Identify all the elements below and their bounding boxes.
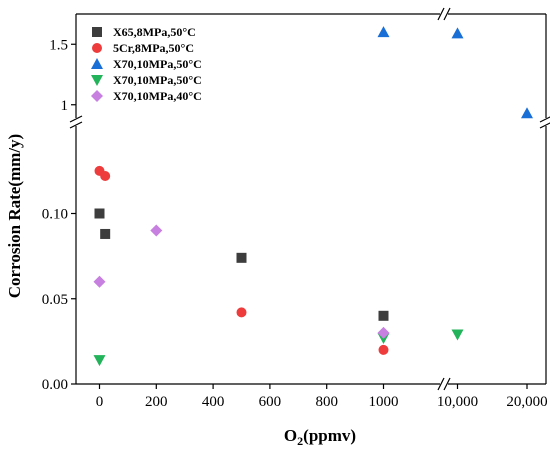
legend-item-2: X70,10MPa,50°C [91, 57, 202, 71]
data-point-s0-p0 [94, 208, 105, 219]
legend-marker-1 [92, 43, 102, 53]
x-tick-5-label: 1000 [369, 394, 399, 410]
data-point-s0-p3 [378, 310, 389, 321]
break-slash [437, 377, 445, 391]
y-break-left [69, 115, 83, 129]
x-break-top [437, 7, 451, 21]
y-tick-upper-1-label: 1.5 [49, 37, 68, 53]
break-slash [539, 116, 550, 123]
data-point-s3-p2 [451, 329, 464, 341]
data-point-s0-p2 [236, 252, 247, 263]
axis-ticks: 0.00 0.05 0.10 1 1.5 0 200 400 600 800 1000 10,000 2… [42, 37, 548, 410]
break-slash [69, 115, 83, 123]
x-tick-3-label: 600 [259, 394, 282, 410]
y-tick-lower-1-label: 0.05 [42, 292, 68, 308]
x-tick-cat-0-label: 10,000 [437, 394, 478, 410]
data-point-s2-p2 [521, 107, 533, 119]
x-tick-4-label: 800 [315, 394, 338, 410]
x-break-bottom [437, 377, 451, 391]
data-point-s2-p0 [377, 26, 390, 38]
y-axis-title: Corrosion Rate(mm/y) [5, 134, 24, 298]
legend: X65,8MPa,50°C 5Cr,8MPa,50°C X70,10MPa,50°C… [91, 25, 202, 103]
legend-marker-2 [91, 58, 103, 69]
legend-marker-3 [91, 75, 103, 86]
legend-item-1: 5Cr,8MPa,50°C [92, 41, 194, 55]
x-axis-title-unit: (ppmv) [303, 426, 356, 445]
data-point-s1-p3 [378, 344, 389, 355]
break-slash [443, 7, 451, 21]
plot-frame [69, 7, 550, 391]
data-point-s2-p1 [451, 27, 464, 39]
data-point-s3-p0 [93, 355, 106, 367]
x-axis-title-subscript: 2 [297, 434, 303, 448]
break-slash [443, 377, 451, 391]
data-point-s4-p1 [150, 224, 163, 237]
data-point-s1-p1 [100, 170, 111, 181]
x-tick-0-label: 0 [96, 394, 104, 410]
x-tick-cat-1-label: 20,000 [506, 394, 547, 410]
legend-item-3: X70,10MPa,50°C [91, 73, 202, 87]
legend-label-0: X65,8MPa,50°C [113, 25, 196, 39]
y-break-right [539, 116, 550, 129]
x-axis-title-main: O [284, 426, 297, 445]
legend-marker-4 [91, 90, 103, 102]
legend-label-2: X70,10MPa,50°C [113, 57, 202, 71]
legend-item-4: X70,10MPa,40°C [91, 89, 202, 103]
legend-label-1: 5Cr,8MPa,50°C [113, 41, 194, 55]
x-tick-2-label: 400 [202, 394, 225, 410]
x-axis-title: O2(ppmv) [284, 426, 356, 448]
legend-marker-0 [92, 27, 102, 37]
x-tick-1-label: 200 [145, 394, 168, 410]
y-tick-upper-0-label: 1 [61, 98, 69, 114]
data-markers [93, 26, 533, 367]
data-point-s1-p2 [236, 307, 247, 318]
data-point-s0-p1 [100, 228, 111, 239]
legend-label-4: X70,10MPa,40°C [113, 89, 202, 103]
break-slash [539, 122, 550, 129]
legend-item-0: X65,8MPa,50°C [92, 25, 196, 39]
data-point-s4-p0 [93, 275, 106, 288]
y-tick-lower-0-label: 0.00 [42, 377, 68, 393]
break-slash [437, 7, 445, 21]
data-point-s4-p2 [377, 326, 390, 339]
y-tick-lower-2-label: 0.10 [42, 207, 68, 223]
break-slash [69, 121, 83, 129]
legend-label-3: X70,10MPa,50°C [113, 73, 202, 87]
